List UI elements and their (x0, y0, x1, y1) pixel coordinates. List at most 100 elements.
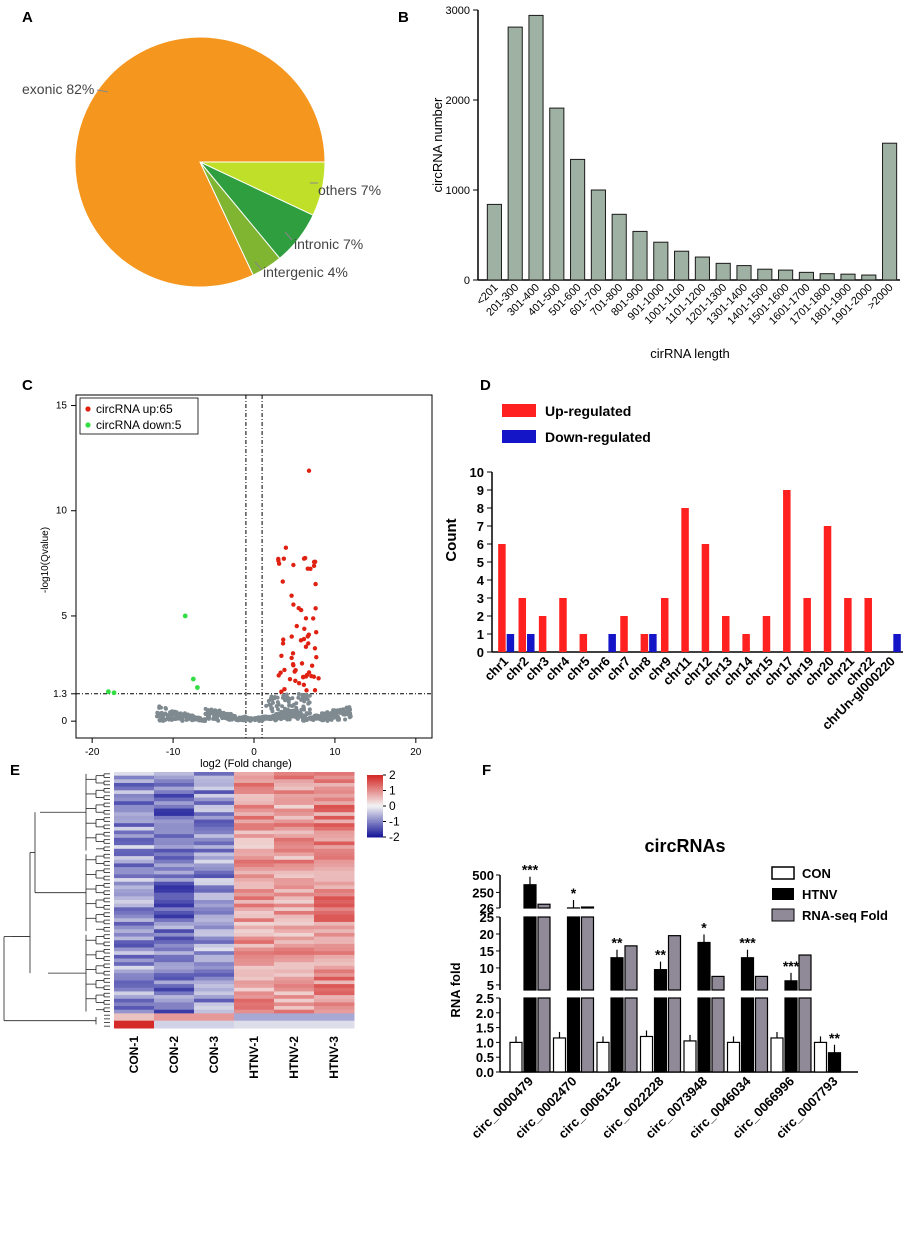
heatmap-cell (234, 804, 275, 810)
c-point-ns (276, 701, 281, 706)
heatmap-scale-segment (367, 798, 383, 801)
d-bar-up (823, 526, 832, 652)
heatmap-cell (114, 980, 155, 985)
b-bar (632, 230, 648, 281)
heatmap-cell (154, 896, 195, 901)
heatmap-cell (314, 903, 355, 908)
c-legend-down-label: circRNA down:5 (96, 418, 182, 432)
c-point-up (308, 566, 313, 571)
heatmap-cell (114, 969, 155, 974)
heatmap-cell (234, 874, 275, 879)
heatmap-cell (154, 943, 195, 949)
heatmap-cell (154, 1020, 195, 1025)
c-point-ns (302, 707, 307, 712)
heatmap-cell (114, 907, 155, 912)
heatmap-cell (314, 929, 355, 934)
f-bar-rnaseq (754, 997, 769, 1073)
c-point-up (314, 654, 319, 660)
heatmap-cell (114, 885, 155, 890)
heatmap-cell (274, 1020, 315, 1025)
heatmap-cell (114, 881, 155, 886)
heatmap-cell (194, 830, 235, 835)
c-point-ns (206, 708, 211, 713)
heatmap-cell (314, 848, 355, 853)
heatmap-cell (194, 943, 235, 949)
f-y-tick-label: 250 (472, 885, 494, 900)
b-y-tick-label: 1000 (446, 185, 470, 197)
pie-slice-intergenic (199, 161, 281, 276)
f-bar-htnv (523, 997, 537, 1073)
d-legend-down-swatch (502, 430, 536, 443)
c-point-ns (270, 714, 275, 719)
heatmap-cell (154, 954, 195, 960)
f-y-tick-label: 1.5 (476, 1021, 494, 1036)
heatmap-cell (114, 848, 155, 853)
heatmap-cell (114, 819, 155, 824)
f-bar-con (509, 1041, 523, 1073)
heatmap-cell (194, 775, 235, 780)
heatmap-cell (274, 965, 315, 970)
c-point-ns (280, 704, 285, 709)
c-point-ns (213, 711, 218, 716)
heatmap-cell (314, 815, 355, 821)
heatmap-cell (114, 823, 155, 828)
heatmap-cell (154, 998, 195, 1003)
heatmap-cell (274, 812, 315, 817)
f-bar-rnaseq (798, 954, 812, 991)
c-point-ns (287, 703, 292, 708)
d-bar-up (579, 634, 588, 652)
heatmap-cell (234, 903, 275, 908)
heatmap-cell (154, 852, 195, 857)
heatmap-cell (154, 918, 195, 923)
c-point-ns (305, 716, 310, 721)
heatmap-cell (234, 1013, 275, 1018)
b-bar (861, 274, 877, 281)
c-point-up (313, 581, 318, 587)
f-y-tick-label: 2.5 (476, 991, 494, 1006)
heatmap-cell (314, 951, 355, 956)
heatmap-cell (194, 973, 235, 978)
heatmap-cell (114, 998, 155, 1003)
heatmap-cell (234, 790, 275, 795)
heatmap-scale-segment (367, 779, 383, 782)
heatmap-cell (314, 775, 355, 780)
heatmap-cell (114, 834, 155, 839)
heatmap-cell (314, 819, 355, 824)
c-point-ns (276, 713, 281, 718)
c-point-up (282, 667, 287, 673)
chromosome-bar-chart-panel: 012345678910Countchr1chr2chr3chr4chr5chr… (443, 403, 903, 733)
f-y-tick-label: 500 (472, 868, 494, 883)
heatmap-cell (114, 808, 155, 813)
heatmap-cell (314, 772, 355, 777)
heatmap-cell (194, 885, 235, 890)
heatmap-cell (154, 808, 195, 813)
heatmap-cell (154, 834, 195, 839)
heatmap-cell (114, 965, 155, 970)
f-bar-htnv (697, 997, 711, 1073)
heatmap-cell (274, 995, 315, 1000)
heatmap-cell (274, 837, 315, 842)
heatmap-cell (114, 786, 155, 791)
length-bar-chart-panel: 0100020003000<201201-300301-400401-50050… (430, 5, 900, 361)
heatmap-cell (154, 929, 195, 934)
heatmap-cell (194, 914, 235, 919)
heatmap-cell (314, 823, 355, 828)
heatmap-cell (154, 962, 195, 967)
c-point-up (301, 556, 307, 561)
c-point-ns (252, 717, 257, 722)
f-bar-htnv (697, 941, 711, 991)
heatmap-cell (234, 775, 275, 780)
heatmap-scale-segment (367, 781, 383, 784)
c-x-axis-label: log2 (Fold change) (200, 758, 292, 770)
c-point-ns (270, 700, 275, 705)
heatmap-cell (154, 874, 195, 879)
heatmap-cell (274, 797, 315, 802)
heatmap-cell (274, 885, 315, 890)
heatmap-scale-segment (367, 821, 383, 824)
heatmap-cell (234, 772, 275, 777)
d-bar-up (844, 598, 852, 652)
heatmap-cell (114, 804, 155, 810)
c-point-ns (184, 717, 189, 722)
c-point-ns (296, 712, 301, 717)
heatmap-cell (314, 867, 355, 872)
